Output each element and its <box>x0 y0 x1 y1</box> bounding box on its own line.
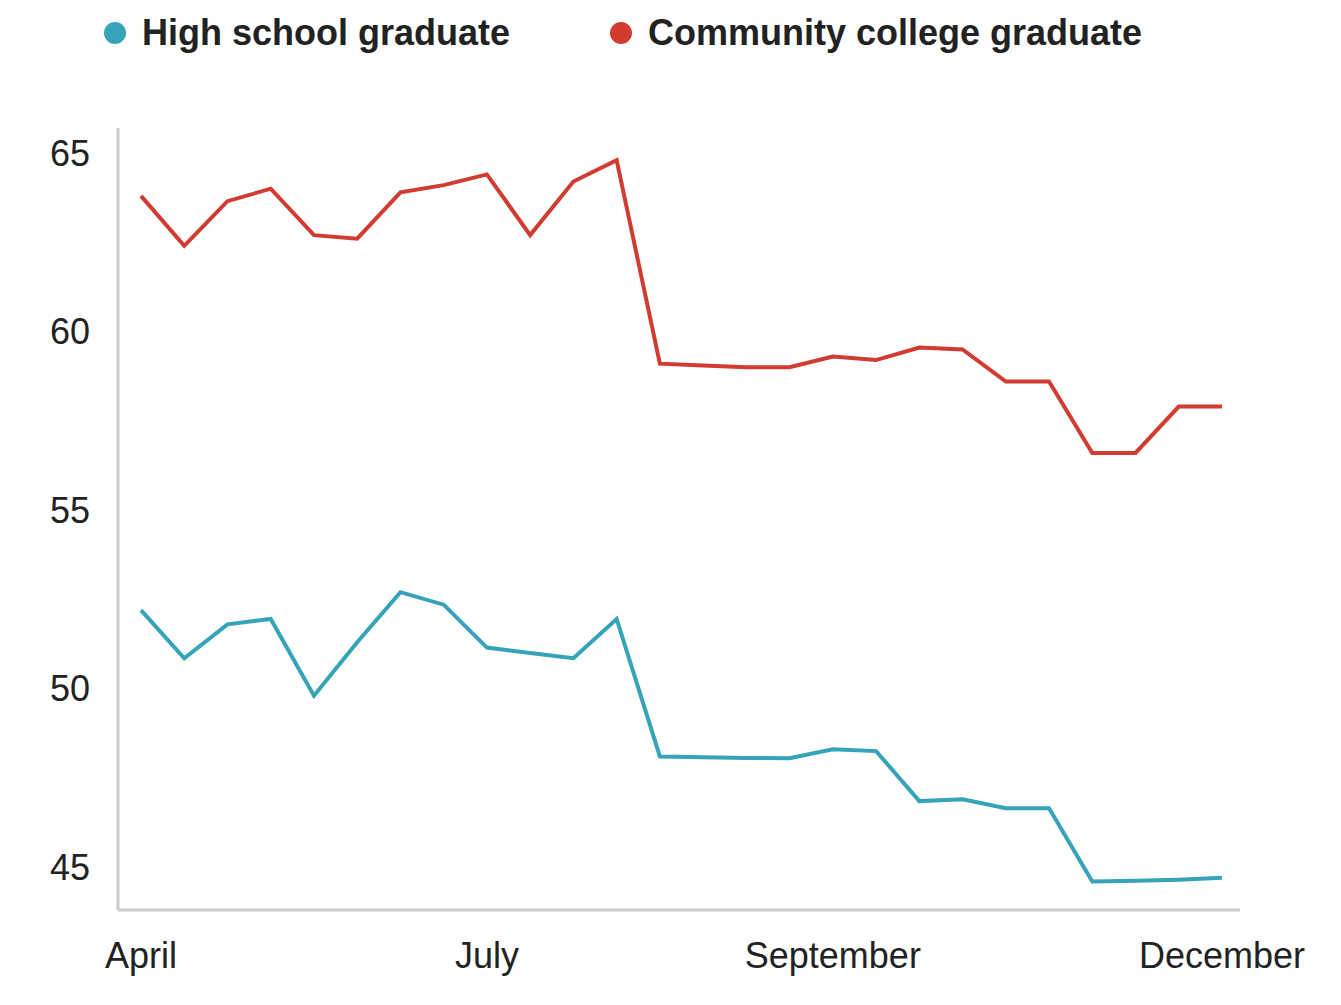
svg-text:September: September <box>745 935 921 976</box>
html-text:Community college graduate: Community college graduate <box>648 12 1143 53</box>
html-text:High school graduate: High school graduate <box>142 12 510 53</box>
svg-text:45: 45 <box>50 847 90 888</box>
svg-text:50: 50 <box>50 668 90 709</box>
svg-text:December: December <box>1139 935 1305 976</box>
svg-text:April: April <box>105 935 177 976</box>
svg-text:55: 55 <box>50 490 90 531</box>
svg-text:60: 60 <box>50 311 90 352</box>
svg-text:July: July <box>455 935 519 976</box>
svg-text:65: 65 <box>50 133 90 174</box>
